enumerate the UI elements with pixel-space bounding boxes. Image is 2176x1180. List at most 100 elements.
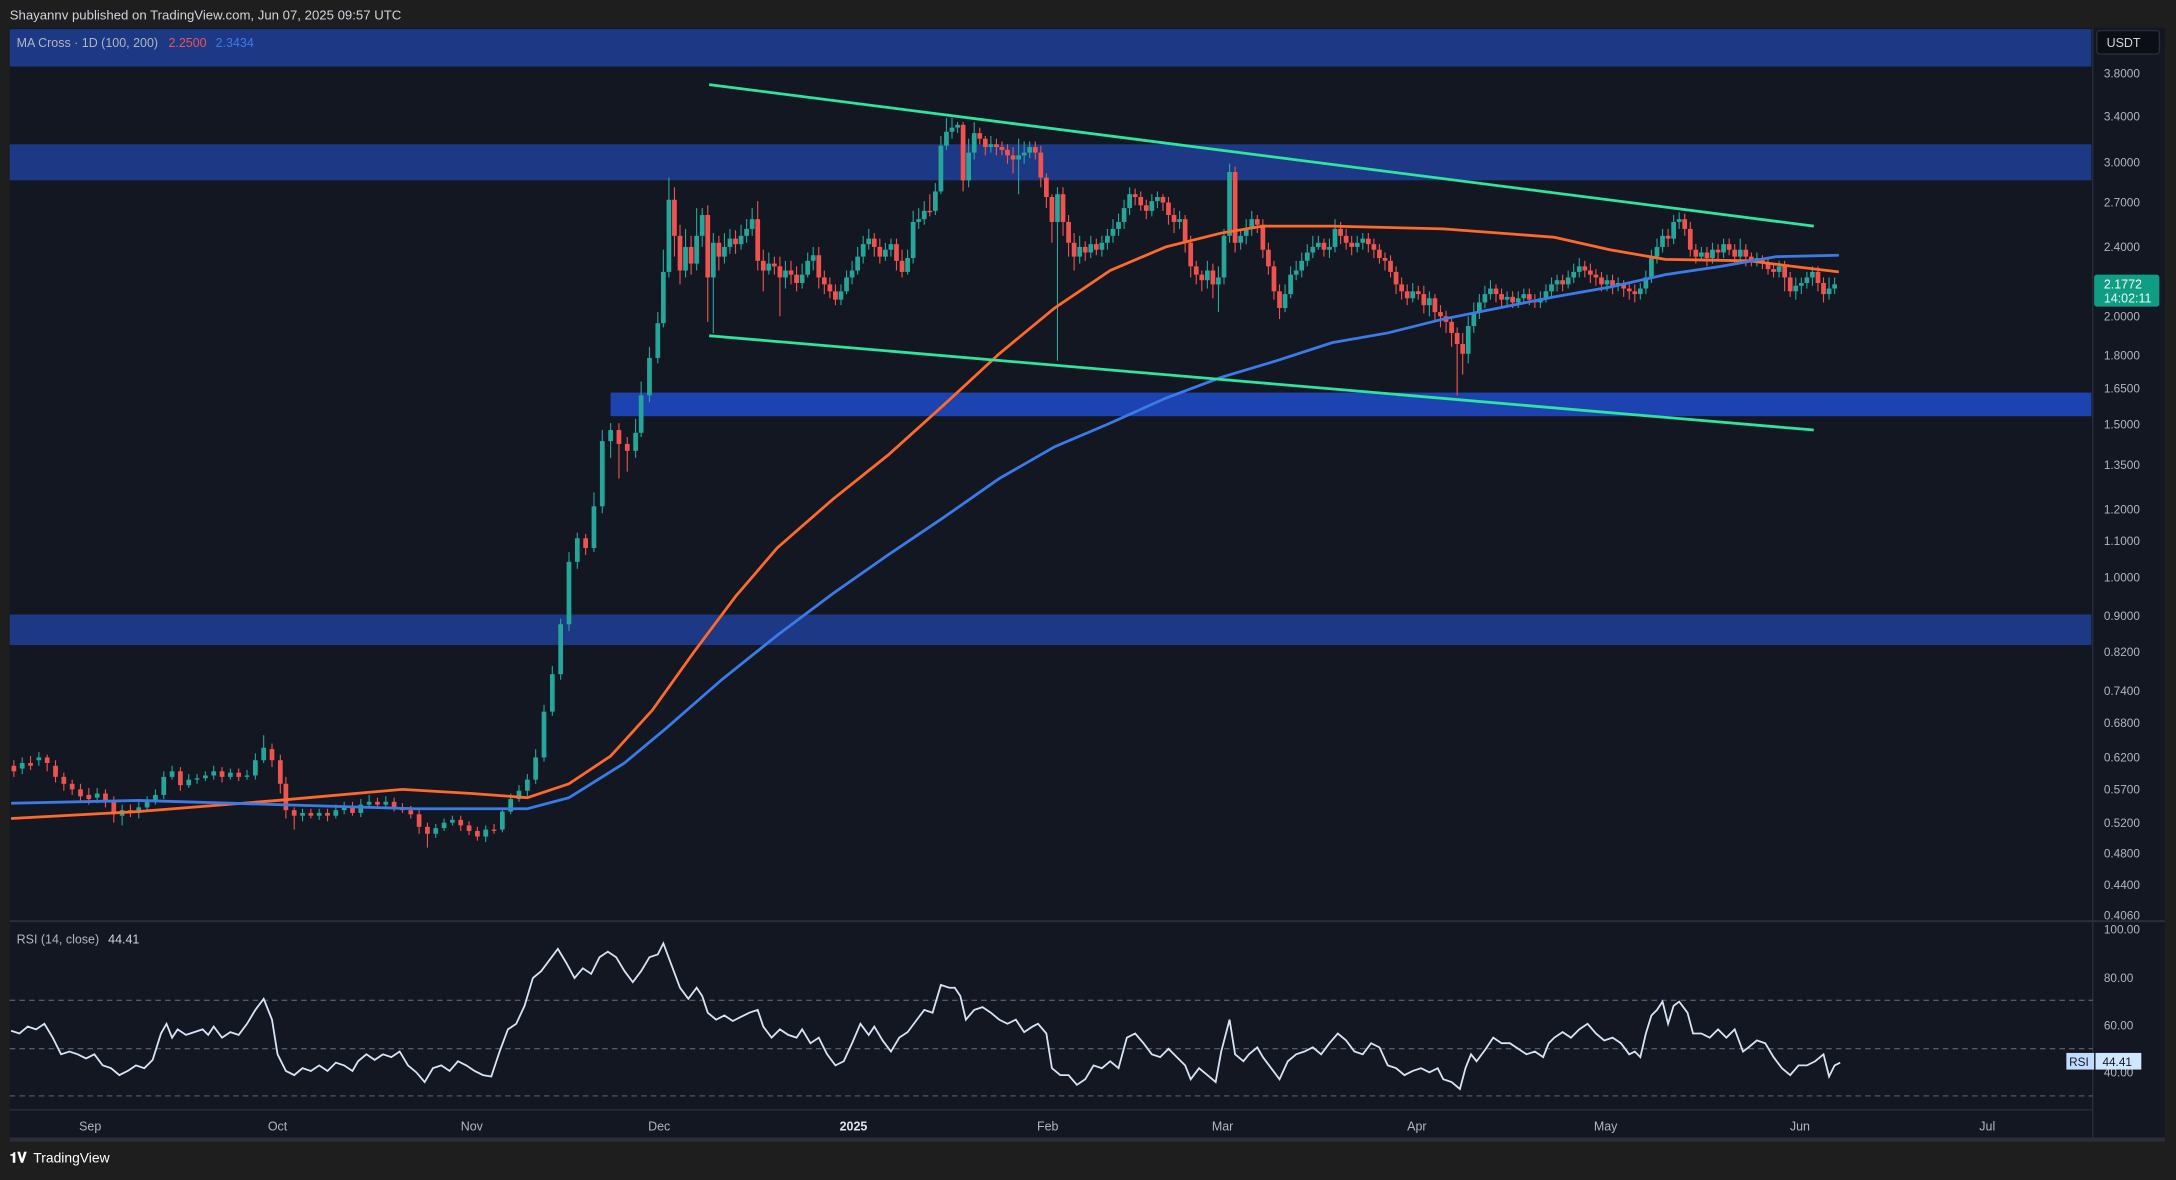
candle-body bbox=[783, 270, 788, 278]
candle-body bbox=[1599, 277, 1604, 285]
price-tick: 1.2000 bbox=[2104, 503, 2140, 516]
price-tick: 0.4800 bbox=[2104, 847, 2140, 860]
candlestick-series bbox=[11, 117, 1837, 848]
candle-body bbox=[1199, 274, 1205, 281]
candle-body bbox=[1482, 294, 1488, 303]
currency-button[interactable] bbox=[2096, 29, 2161, 55]
candle-body bbox=[558, 624, 564, 675]
price-tick: 3.4000 bbox=[2104, 111, 2140, 124]
trendline[interactable] bbox=[708, 83, 1814, 228]
candle-body bbox=[899, 260, 905, 272]
candle-body bbox=[1249, 219, 1255, 229]
currency-label: USDT bbox=[2107, 36, 2141, 50]
candle-body bbox=[844, 277, 849, 292]
candle-body bbox=[749, 219, 755, 229]
candle-body bbox=[1038, 152, 1044, 178]
candle-body bbox=[1327, 246, 1332, 250]
candle-body bbox=[599, 441, 605, 507]
candle-body bbox=[999, 147, 1005, 150]
candle-body bbox=[1010, 155, 1016, 160]
candle-body bbox=[794, 274, 799, 283]
candle-body bbox=[1116, 221, 1121, 229]
candle-body bbox=[838, 291, 844, 300]
candle-body bbox=[616, 430, 622, 444]
pane-bottom-border bbox=[9, 1137, 2165, 1142]
candle-body bbox=[921, 210, 927, 220]
candle-body bbox=[1338, 228, 1343, 236]
rsi-legend[interactable]: RSI (14, close) 44.41 bbox=[17, 932, 140, 946]
time-tick: Mar bbox=[1212, 1120, 1233, 1134]
candle-body bbox=[383, 801, 389, 805]
candle-body bbox=[1055, 194, 1060, 222]
candle-body bbox=[1377, 249, 1382, 259]
trendlines[interactable] bbox=[708, 83, 1814, 432]
candle-body bbox=[1465, 326, 1471, 354]
time-axis[interactable]: Sep Oct Nov Dec 2025 Feb Mar Apr May Jun Jul bbox=[79, 1120, 1995, 1134]
candle-body bbox=[927, 210, 933, 213]
candle-body bbox=[1088, 244, 1094, 253]
candle-body bbox=[1044, 177, 1049, 197]
candle-body bbox=[860, 244, 866, 257]
candle-body bbox=[1193, 266, 1199, 275]
candle-body bbox=[1155, 196, 1160, 202]
time-tick: Nov bbox=[461, 1120, 484, 1134]
price-tick: 3.0000 bbox=[2104, 156, 2140, 169]
candle-body bbox=[688, 246, 694, 264]
candle-body bbox=[211, 771, 217, 776]
candle-body bbox=[1371, 244, 1377, 250]
candle-body bbox=[866, 238, 872, 245]
candle-body bbox=[810, 255, 816, 261]
candle-body bbox=[533, 757, 539, 780]
candle-body bbox=[738, 235, 744, 245]
candle-body bbox=[1027, 147, 1033, 153]
candle-body bbox=[44, 757, 50, 763]
candle-body bbox=[1499, 294, 1504, 300]
candle-body bbox=[1815, 271, 1821, 283]
price-tick: 1.0000 bbox=[2104, 571, 2140, 584]
candle-body bbox=[483, 829, 489, 837]
candle-body bbox=[261, 747, 267, 761]
candle-body bbox=[28, 762, 33, 766]
candle-body bbox=[1665, 235, 1671, 239]
tradingview-logo[interactable]: 𝟏𝐕 TradingView bbox=[10, 1150, 111, 1166]
ma-cross-legend[interactable]: MA Cross · 1D (100, 200) 2.2500 2.3434 bbox=[17, 36, 254, 50]
ma100-line bbox=[11, 224, 1839, 820]
candle-body bbox=[1204, 270, 1210, 281]
candle-body bbox=[766, 263, 772, 271]
price-axis[interactable]: 3.8000 3.4000 3.0000 2.7000 2.4000 2.0000 1.80… bbox=[2104, 68, 2140, 923]
candle-body bbox=[491, 829, 497, 831]
candle-body bbox=[633, 432, 638, 451]
candle-body bbox=[1521, 294, 1527, 299]
candle-body bbox=[283, 783, 289, 811]
candle-body bbox=[1626, 288, 1632, 292]
candle-body bbox=[1832, 284, 1837, 289]
candle-body bbox=[236, 772, 242, 777]
candle-body bbox=[1715, 249, 1721, 253]
candle-body bbox=[1188, 242, 1194, 267]
price-tick: 3.8000 bbox=[2104, 68, 2140, 81]
candle-body bbox=[1732, 249, 1738, 257]
candle-body bbox=[194, 778, 200, 780]
candle-body bbox=[910, 221, 916, 259]
candle-body bbox=[186, 779, 192, 786]
candle-body bbox=[524, 779, 530, 791]
time-tick: Sep bbox=[79, 1120, 101, 1134]
last-price-badge: 2.1772 14:02:11 bbox=[2094, 274, 2160, 307]
price-tick: 1.3500 bbox=[2104, 459, 2140, 472]
candle-body bbox=[1643, 277, 1649, 289]
trendline[interactable] bbox=[709, 334, 1814, 432]
tradingview-logo-icon: 𝟏𝐕 bbox=[10, 1150, 28, 1166]
candle-body bbox=[269, 749, 275, 761]
candle-body bbox=[1438, 312, 1443, 317]
candle-body bbox=[516, 790, 522, 800]
rsi-axis[interactable]: 100.00 80.00 60.00 40.00 bbox=[2104, 924, 2140, 1080]
candle-body bbox=[821, 277, 827, 285]
candle-body bbox=[1621, 282, 1627, 289]
candle-body bbox=[1582, 266, 1588, 271]
price-tick: 0.8200 bbox=[2104, 646, 2140, 659]
candle-body bbox=[877, 246, 883, 257]
candle-body bbox=[1227, 172, 1232, 236]
candle-body bbox=[938, 145, 944, 192]
ma200-value: 2.3434 bbox=[216, 36, 254, 50]
